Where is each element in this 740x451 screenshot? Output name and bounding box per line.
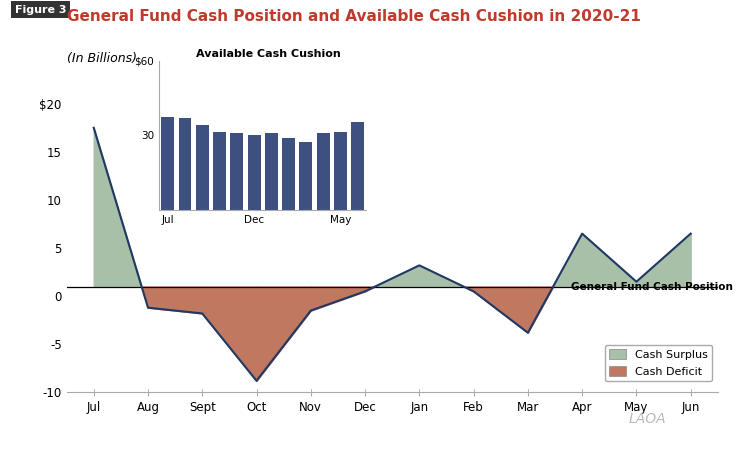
- Text: (In Billions): (In Billions): [67, 52, 137, 65]
- Legend: Cash Surplus, Cash Deficit: Cash Surplus, Cash Deficit: [605, 345, 712, 381]
- Bar: [178, 118, 192, 210]
- Text: General Fund Cash Position: General Fund Cash Position: [571, 281, 733, 291]
- Bar: [300, 142, 312, 210]
- Bar: [230, 133, 243, 210]
- Bar: [334, 132, 347, 210]
- Bar: [248, 135, 260, 210]
- Bar: [213, 132, 226, 210]
- Bar: [282, 138, 295, 210]
- Text: Available Cash Cushion: Available Cash Cushion: [196, 49, 341, 59]
- Bar: [196, 125, 209, 210]
- Bar: [352, 122, 364, 210]
- Text: Figure 3: Figure 3: [15, 5, 67, 14]
- Bar: [265, 133, 278, 210]
- Bar: [317, 133, 329, 210]
- Text: General Fund Cash Position and Available Cash Cushion in 2020-21: General Fund Cash Position and Available…: [67, 9, 641, 24]
- Text: LAOA: LAOA: [629, 412, 666, 427]
- Bar: [161, 117, 174, 210]
